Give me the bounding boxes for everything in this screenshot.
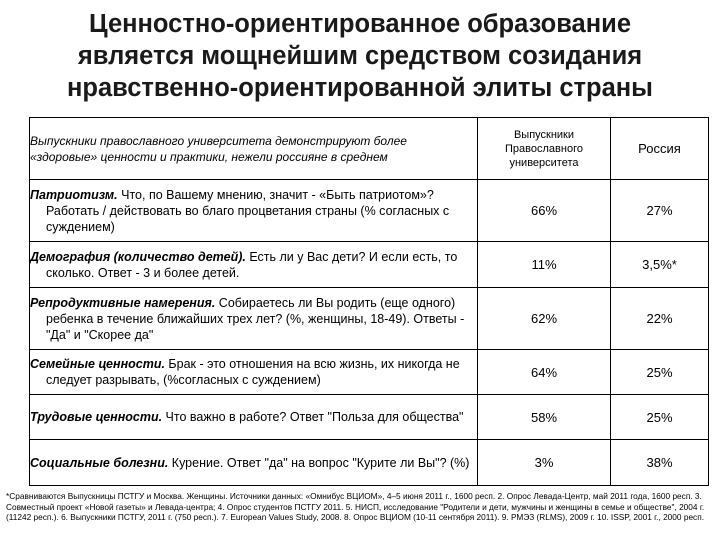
row-text: Собираетесь ли Вы родить (еще одного) ре… — [46, 295, 465, 342]
comparison-table: Выпускники православного университета де… — [29, 117, 709, 486]
row-label: Трудовые ценности. — [30, 410, 163, 424]
row-label: Семейные ценности. — [30, 357, 165, 371]
row-text: Есть ли у Вас дети? И если есть, то скол… — [46, 249, 458, 280]
sources-footnote: *Сравниваются Выпускницы ПСТГУ и Москва.… — [6, 491, 705, 523]
row-value-russia: 38% — [610, 439, 709, 486]
header-col-russia: Россия — [610, 117, 709, 180]
table-row: Демография (количество детей). Есть ли у… — [29, 241, 709, 288]
row-text: Курение. Ответ "да" на вопрос "Курите ли… — [168, 455, 470, 470]
row-value-graduates: 62% — [477, 287, 611, 350]
table-header-row: Выпускники православного университета де… — [29, 117, 709, 180]
row-value-graduates: 64% — [477, 349, 611, 395]
row-description: Социальные болезни. Курение. Ответ "да" … — [29, 439, 478, 486]
row-value-graduates: 66% — [477, 179, 611, 242]
header-description: Выпускники православного университета де… — [29, 117, 478, 180]
title-line-1: Ценностно-ориентированное образование — [89, 10, 631, 38]
row-label: Социальные болезни. — [30, 455, 169, 470]
row-label: Демография (количество детей). — [30, 249, 246, 264]
row-description: Демография (количество детей). Есть ли у… — [29, 241, 478, 288]
table-row: Семейные ценности. Брак - это отношения … — [29, 349, 709, 395]
row-description: Репродуктивные намерения. Собираетесь ли… — [29, 287, 478, 350]
row-label: Патриотизм. — [30, 187, 118, 202]
table-row: Социальные болезни. Курение. Ответ "да" … — [29, 439, 709, 486]
row-description: Патриотизм. Что, по Вашему мнению, значи… — [29, 179, 478, 242]
row-value-russia: 27% — [610, 179, 709, 242]
title-line-3: нравственно-ориентированной элиты страны — [67, 74, 653, 102]
row-value-russia: 25% — [610, 349, 709, 395]
row-value-graduates: 11% — [477, 241, 611, 288]
row-label: Репродуктивные намерения. — [30, 295, 216, 310]
table-row: Патриотизм. Что, по Вашему мнению, значи… — [29, 179, 709, 242]
table-row: Репродуктивные намерения. Собираетесь ли… — [29, 287, 709, 350]
page-title: Ценностно-ориентированное образование яв… — [0, 8, 720, 104]
row-value-russia: 3,5%* — [610, 241, 709, 288]
header-col-graduates: Выпускники Православного университета — [477, 117, 611, 180]
row-value-russia: 22% — [610, 287, 709, 350]
row-text: Что, по Вашему мнению, значит - «Быть па… — [46, 187, 450, 234]
row-value-graduates: 3% — [477, 439, 611, 486]
row-text: Брак - это отношения на всю жизнь, их ни… — [46, 357, 460, 387]
title-line-2: является мощнейшим средством созидания — [77, 42, 643, 70]
row-description: Трудовые ценности. Что важно в работе? О… — [29, 394, 478, 440]
row-description: Семейные ценности. Брак - это отношения … — [29, 349, 478, 395]
table-row: Трудовые ценности. Что важно в работе? О… — [29, 394, 709, 440]
row-value-graduates: 58% — [477, 394, 611, 440]
row-value-russia: 25% — [610, 394, 709, 440]
row-text: Что важно в работе? Ответ "Польза для об… — [162, 410, 464, 424]
